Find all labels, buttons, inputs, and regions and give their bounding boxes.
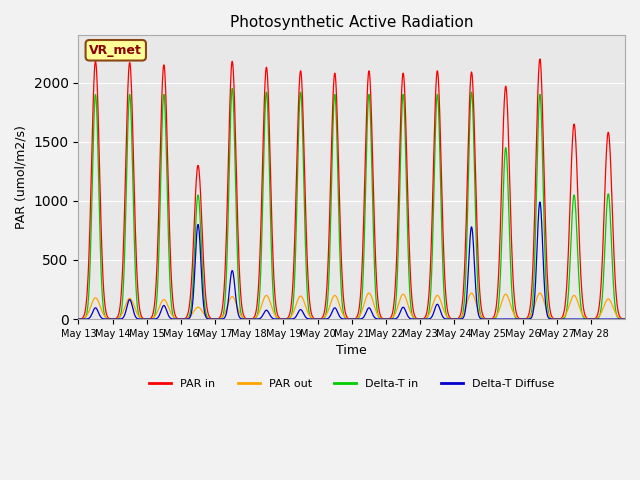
Title: Photosynthetic Active Radiation: Photosynthetic Active Radiation: [230, 15, 474, 30]
Legend: PAR in, PAR out, Delta-T in, Delta-T Diffuse: PAR in, PAR out, Delta-T in, Delta-T Dif…: [145, 374, 559, 393]
Text: VR_met: VR_met: [90, 44, 142, 57]
Y-axis label: PAR (umol/m2/s): PAR (umol/m2/s): [15, 125, 28, 229]
X-axis label: Time: Time: [337, 344, 367, 357]
